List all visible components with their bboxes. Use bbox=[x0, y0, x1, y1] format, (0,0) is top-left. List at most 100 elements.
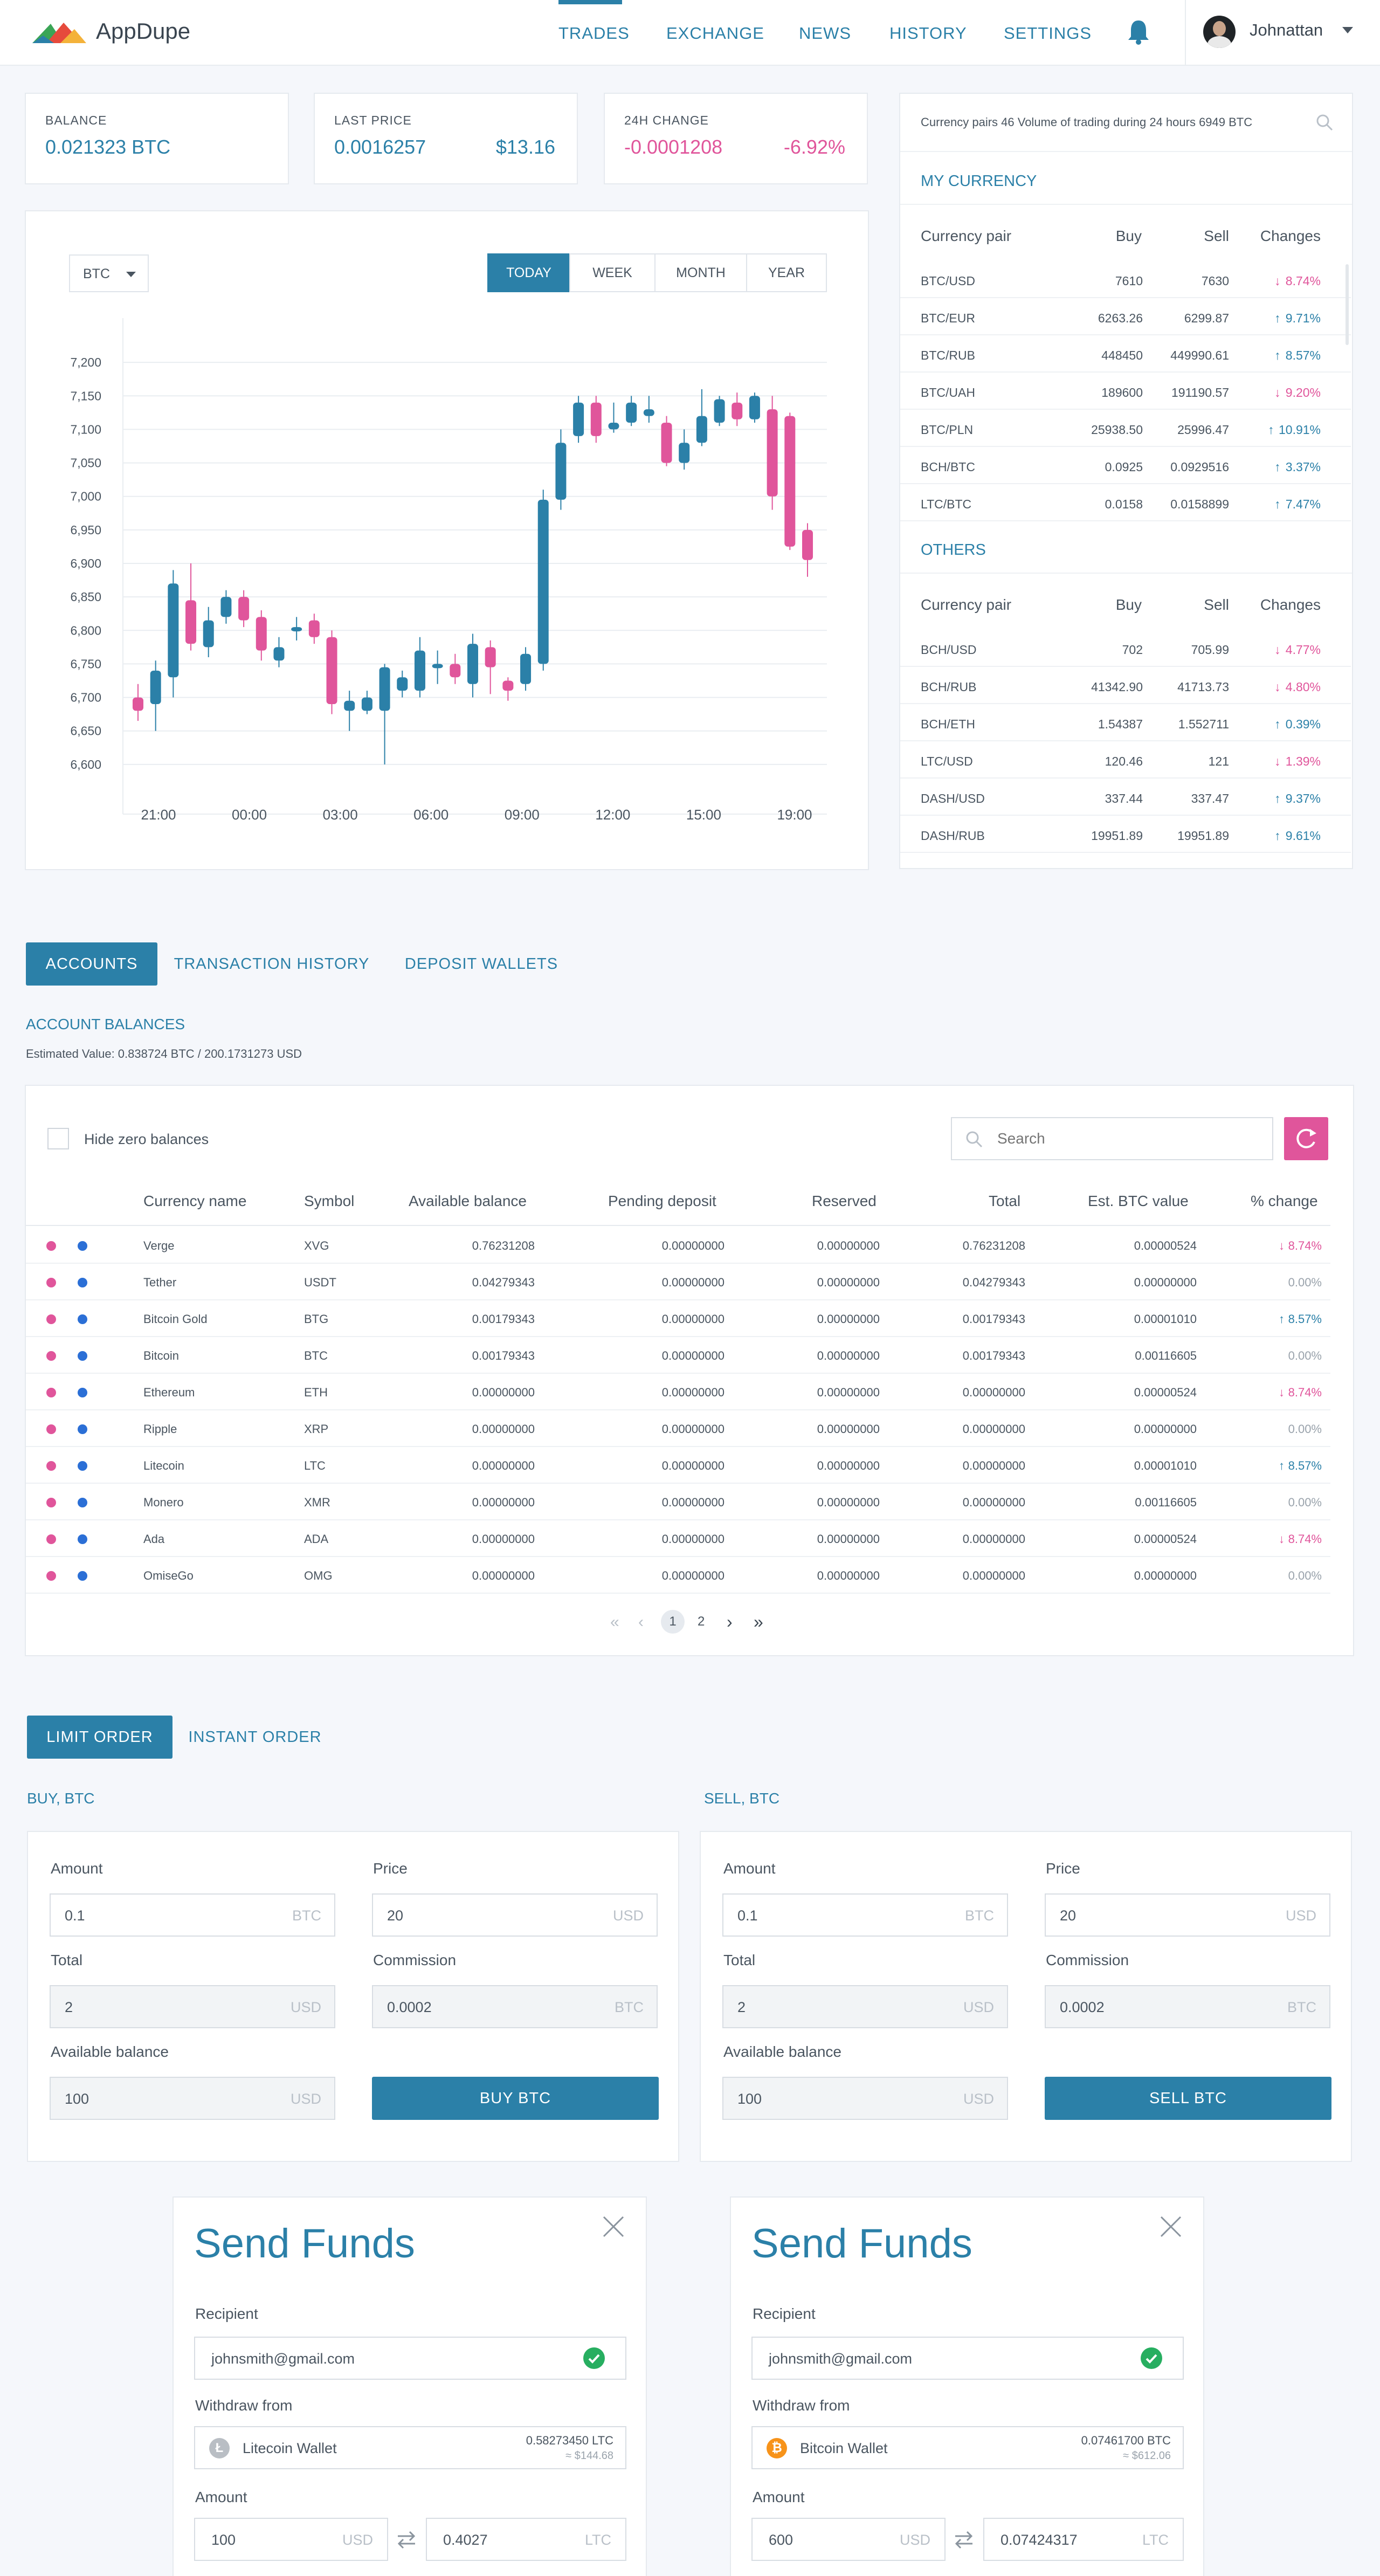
blue-coin-icon[interactable] bbox=[78, 1314, 87, 1324]
pink-coin-icon[interactable] bbox=[46, 1534, 56, 1544]
amount-coin-field[interactable]: 0.4027 LTC bbox=[426, 2518, 626, 2561]
pair-row[interactable]: BTC/RUB 448450 449990.61 ↑ 8.57% bbox=[900, 335, 1351, 373]
wallet-select[interactable]: Ł Litecoin Wallet 0.58273450 LTC ≈ $144.68 bbox=[194, 2426, 626, 2469]
buy-amount-field[interactable]: 0.1 BTC bbox=[50, 1893, 335, 1937]
pair-row[interactable]: BCH/BTC 0.0925 0.0929516 ↑ 3.37% bbox=[900, 447, 1351, 484]
nav-news[interactable]: NEWS bbox=[799, 24, 851, 43]
table-row[interactable]: Bitcoin BTC 0.00179343 0.00000000 0.00000000… bbox=[26, 1337, 1330, 1374]
next-page-icon[interactable]: › bbox=[727, 1612, 733, 1631]
pairs-scrollbar[interactable] bbox=[1346, 264, 1349, 345]
table-row[interactable]: Verge XVG 0.76231208 0.00000000 0.00000000 0.… bbox=[26, 1227, 1330, 1264]
bell-icon[interactable] bbox=[1127, 18, 1150, 45]
swap-icon[interactable] bbox=[953, 2529, 975, 2550]
arrow-up-icon: ↑ bbox=[1274, 717, 1281, 731]
pair-row[interactable]: BTC/UAH 189600 191190.57 ↓ 9.20% bbox=[900, 373, 1351, 410]
avatar[interactable] bbox=[1203, 16, 1236, 48]
pair-row[interactable]: BCH/USD 702 705.99 ↓ 4.77% bbox=[900, 630, 1351, 667]
recipient-field[interactable]: johnsmith@gmail.com bbox=[194, 2337, 626, 2380]
sell-amount-field[interactable]: 0.1 BTC bbox=[722, 1893, 1008, 1937]
nav-exchange[interactable]: EXCHANGE bbox=[666, 24, 764, 43]
page-2[interactable]: 2 bbox=[698, 1614, 705, 1629]
currency-select[interactable]: BTC bbox=[69, 254, 149, 292]
timeframe-year[interactable]: YEAR bbox=[746, 253, 827, 292]
blue-coin-icon[interactable] bbox=[78, 1388, 87, 1397]
blue-coin-icon[interactable] bbox=[78, 1241, 87, 1251]
pair-row[interactable]: BCH/RUB 41342.90 41713.73 ↓ 4.80% bbox=[900, 667, 1351, 704]
tab-instant-order[interactable]: INSTANT ORDER bbox=[188, 1728, 322, 1746]
blue-coin-icon[interactable] bbox=[78, 1351, 87, 1361]
pink-coin-icon[interactable] bbox=[46, 1278, 56, 1287]
table-row[interactable]: Litecoin LTC 0.00000000 0.00000000 0.0000000… bbox=[26, 1447, 1330, 1484]
currency-select-value: BTC bbox=[83, 266, 110, 281]
search-icon[interactable] bbox=[1315, 113, 1334, 132]
tab-deposit-wallets[interactable]: DEPOSIT WALLETS bbox=[404, 955, 558, 973]
pink-coin-icon[interactable] bbox=[46, 1424, 56, 1434]
amount-coin-field[interactable]: 0.07424317 LTC bbox=[983, 2518, 1184, 2561]
blue-coin-icon[interactable] bbox=[78, 1571, 87, 1581]
prev-page-icon[interactable]: ‹ bbox=[638, 1613, 644, 1631]
table-row[interactable]: Ripple XRP 0.00000000 0.00000000 0.00000000 0… bbox=[26, 1410, 1330, 1447]
caret-down-icon[interactable] bbox=[1342, 27, 1353, 33]
pair-row[interactable]: BTC/EUR 6263.26 6299.87 ↑ 9.71% bbox=[900, 298, 1351, 335]
buy-price-field[interactable]: 20 USD bbox=[372, 1893, 658, 1937]
amount-usd-field[interactable]: 600 USD bbox=[751, 2518, 946, 2561]
blue-coin-icon[interactable] bbox=[78, 1424, 87, 1434]
pair-row[interactable]: BCH/ETH 1.54387 1.552711 ↑ 0.39% bbox=[900, 704, 1351, 741]
blue-coin-icon[interactable] bbox=[78, 1534, 87, 1544]
blue-coin-icon[interactable] bbox=[78, 1278, 87, 1287]
close-icon[interactable] bbox=[602, 2215, 625, 2238]
table-row[interactable]: OmiseGo OMG 0.00000000 0.00000000 0.00000000… bbox=[26, 1557, 1330, 1594]
pair-row[interactable]: DASH/USD 337.44 337.47 ↑ 9.37% bbox=[900, 779, 1351, 816]
wallet-usd: ≈ $144.68 bbox=[565, 2450, 613, 2462]
first-page-icon[interactable]: « bbox=[610, 1613, 619, 1631]
timeframe-month[interactable]: MONTH bbox=[654, 253, 747, 292]
wallet-select[interactable]: ₿ Bitcoin Wallet 0.07461700 BTC ≈ $612.06 bbox=[751, 2426, 1184, 2469]
tab-transaction-history[interactable]: TRANSACTION HISTORY bbox=[174, 955, 370, 973]
currency-symbol: XRP bbox=[304, 1422, 329, 1436]
table-row[interactable]: Tether USDT 0.04279343 0.00000000 0.00000000… bbox=[26, 1264, 1330, 1300]
accounts-search[interactable] bbox=[951, 1117, 1273, 1160]
pink-coin-icon[interactable] bbox=[46, 1314, 56, 1324]
hide-zero-label[interactable]: Hide zero balances bbox=[84, 1131, 209, 1147]
refresh-button[interactable] bbox=[1284, 1117, 1328, 1160]
table-row[interactable]: Bitcoin Gold BTG 0.00179343 0.00000000 0.000… bbox=[26, 1300, 1330, 1337]
app-logo[interactable] bbox=[32, 19, 86, 44]
page-1[interactable]: 1 bbox=[661, 1610, 685, 1634]
user-name[interactable]: Johnattan bbox=[1250, 20, 1323, 39]
buy-btc-button[interactable]: BUY BTC bbox=[372, 2077, 659, 2120]
pair-row[interactable]: DASH/RUB 19951.89 19951.89 ↑ 9.61% bbox=[900, 816, 1351, 853]
last-page-icon[interactable]: » bbox=[754, 1612, 763, 1631]
table-row[interactable]: Ethereum ETH 0.00000000 0.00000000 0.0000000… bbox=[26, 1374, 1330, 1410]
pink-coin-icon[interactable] bbox=[46, 1388, 56, 1397]
timeframe-week[interactable]: WEEK bbox=[569, 253, 656, 292]
recipient-field[interactable]: johnsmith@gmail.com bbox=[751, 2337, 1184, 2380]
amount-usd-field[interactable]: 100 USD bbox=[194, 2518, 388, 2561]
pair-row[interactable]: BTC/USD 7610 7630 ↓ 8.74% bbox=[900, 261, 1351, 298]
pink-coin-icon[interactable] bbox=[46, 1351, 56, 1361]
pair-row[interactable]: LTC/USD 120.46 121 ↓ 1.39% bbox=[900, 741, 1351, 779]
swap-icon[interactable] bbox=[396, 2529, 417, 2550]
pink-coin-icon[interactable] bbox=[46, 1498, 56, 1507]
sell-btc-button[interactable]: SELL BTC bbox=[1045, 2077, 1331, 2120]
pair-row[interactable]: BTC/PLN 25938.50 25996.47 ↑ 10.91% bbox=[900, 410, 1351, 447]
blue-coin-icon[interactable] bbox=[78, 1498, 87, 1507]
pink-coin-icon[interactable] bbox=[46, 1241, 56, 1251]
tab-limit-order[interactable]: LIMIT ORDER bbox=[27, 1716, 172, 1759]
tab-accounts[interactable]: ACCOUNTS bbox=[26, 942, 157, 986]
blue-coin-icon[interactable] bbox=[78, 1461, 87, 1471]
hide-zero-checkbox[interactable] bbox=[47, 1128, 69, 1149]
close-icon[interactable] bbox=[1159, 2215, 1183, 2238]
nav-history[interactable]: HISTORY bbox=[889, 24, 967, 43]
nav-trades[interactable]: TRADES bbox=[558, 24, 630, 43]
nav-settings[interactable]: SETTINGS bbox=[1004, 24, 1092, 43]
pair-name: BCH/USD bbox=[921, 643, 977, 657]
pink-coin-icon[interactable] bbox=[46, 1461, 56, 1471]
pair-name: LTC/BTC bbox=[921, 497, 972, 511]
accounts-search-input[interactable] bbox=[997, 1128, 1256, 1149]
sell-price-field[interactable]: 20 USD bbox=[1045, 1893, 1330, 1937]
table-row[interactable]: Monero XMR 0.00000000 0.00000000 0.00000000 0… bbox=[26, 1484, 1330, 1520]
timeframe-today[interactable]: TODAY bbox=[487, 253, 570, 292]
pink-coin-icon[interactable] bbox=[46, 1571, 56, 1581]
pair-row[interactable]: LTC/BTC 0.0158 0.0158899 ↑ 7.47% bbox=[900, 484, 1351, 521]
table-row[interactable]: Ada ADA 0.00000000 0.00000000 0.00000000 0.00… bbox=[26, 1520, 1330, 1557]
